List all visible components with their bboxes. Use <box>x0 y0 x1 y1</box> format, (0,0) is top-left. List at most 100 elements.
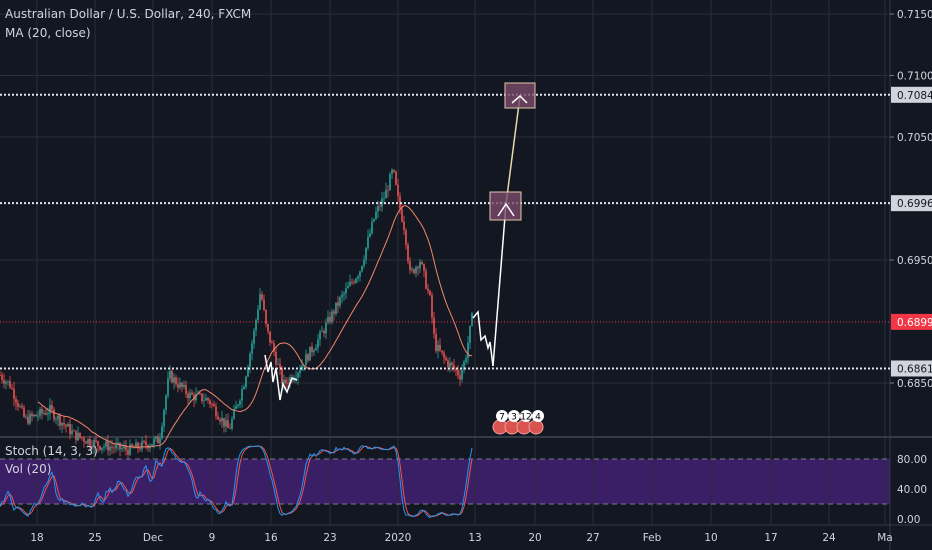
candle-body <box>307 354 309 361</box>
candle-body <box>51 404 53 410</box>
time-tick-label: Feb <box>643 532 662 544</box>
candle-body <box>93 440 95 448</box>
candle-body <box>89 439 91 446</box>
ma-legend[interactable]: MA (20, close) <box>5 26 91 40</box>
time-tick-label: 9 <box>209 532 216 544</box>
candle-body <box>385 189 387 199</box>
freehand-drawing <box>264 354 298 401</box>
candle-body <box>287 383 289 384</box>
candle-body <box>341 294 343 298</box>
candle-body <box>395 171 397 185</box>
candle-body <box>31 413 33 417</box>
candles <box>0 167 473 459</box>
candle-body <box>41 409 43 414</box>
time-tick-label: 27 <box>586 532 599 544</box>
candle-body <box>45 412 47 415</box>
candle-body <box>229 427 231 429</box>
candle-body <box>339 297 341 306</box>
candle-body <box>467 342 469 359</box>
stoch-tick-label: 0.00 <box>897 514 920 526</box>
candle-body <box>159 438 161 444</box>
candle-body <box>145 441 147 446</box>
price-label-badge <box>891 360 932 377</box>
candle-body <box>317 339 319 348</box>
candle-body <box>173 377 175 383</box>
candle-body <box>139 448 141 450</box>
candle-body <box>407 244 409 262</box>
candle-body <box>111 446 113 448</box>
event-count-badge <box>496 410 508 422</box>
candle-body <box>71 430 73 435</box>
candle-body <box>251 343 253 354</box>
candle-body <box>205 398 207 401</box>
candle-body <box>253 330 255 344</box>
candle-body <box>269 331 271 343</box>
candle-body <box>409 261 411 271</box>
event-count-label: 4 <box>535 413 541 423</box>
candle-body <box>199 393 201 395</box>
candle-body <box>389 174 391 191</box>
candle-body <box>97 441 99 446</box>
candle-body <box>91 445 93 448</box>
candle-body <box>361 265 363 272</box>
candle-body <box>85 441 87 444</box>
candle-body <box>331 311 333 322</box>
candle-body <box>47 413 49 415</box>
candle-body <box>365 247 367 260</box>
time-tick-label: Ma <box>877 532 893 544</box>
candle-body <box>315 347 317 351</box>
candle-body <box>117 442 119 445</box>
candle-body <box>193 394 195 401</box>
candle-body <box>297 373 299 378</box>
candle-body <box>81 437 83 439</box>
candle-body <box>415 267 417 274</box>
candle-body <box>259 294 261 310</box>
candle-body <box>417 267 419 269</box>
candle-body <box>35 414 37 417</box>
candle-body <box>333 311 335 314</box>
candle-body <box>179 382 181 388</box>
candle-body <box>125 446 127 451</box>
arrow-head-icon <box>497 202 515 217</box>
candle-body <box>177 384 179 388</box>
candle-body <box>171 370 173 383</box>
candle-body <box>309 346 311 361</box>
candle-body <box>383 198 385 200</box>
candle-body <box>135 442 137 449</box>
vol-legend[interactable]: Vol (20) <box>5 462 52 476</box>
candle-body <box>455 368 457 371</box>
candle-body <box>431 294 433 318</box>
candle-body <box>79 432 81 438</box>
candle-body <box>21 406 23 408</box>
candle-body <box>279 363 281 369</box>
candle-body <box>225 420 227 427</box>
stoch-legend[interactable]: Stoch (14, 3, 3) <box>5 444 98 458</box>
candle-body <box>127 450 129 455</box>
candle-body <box>413 269 415 274</box>
candle-body <box>103 446 105 448</box>
candle-body <box>167 378 169 396</box>
candle-body <box>267 323 269 332</box>
arrow-head-icon <box>511 94 528 104</box>
candle-body <box>95 440 97 442</box>
candle-body <box>375 211 377 219</box>
candle-body <box>447 360 449 367</box>
candle-body <box>265 309 267 324</box>
candle-body <box>1 375 3 380</box>
candle-body <box>215 406 217 417</box>
candle-body <box>151 444 153 446</box>
candle-body <box>75 430 77 441</box>
candle-body <box>123 446 125 449</box>
candle-body <box>393 169 395 172</box>
candle-body <box>369 233 371 237</box>
candle-body <box>359 271 361 277</box>
candle-body <box>211 404 213 405</box>
time-tick-label: 25 <box>88 532 101 544</box>
candle-body <box>183 384 185 387</box>
candle-body <box>237 404 239 406</box>
